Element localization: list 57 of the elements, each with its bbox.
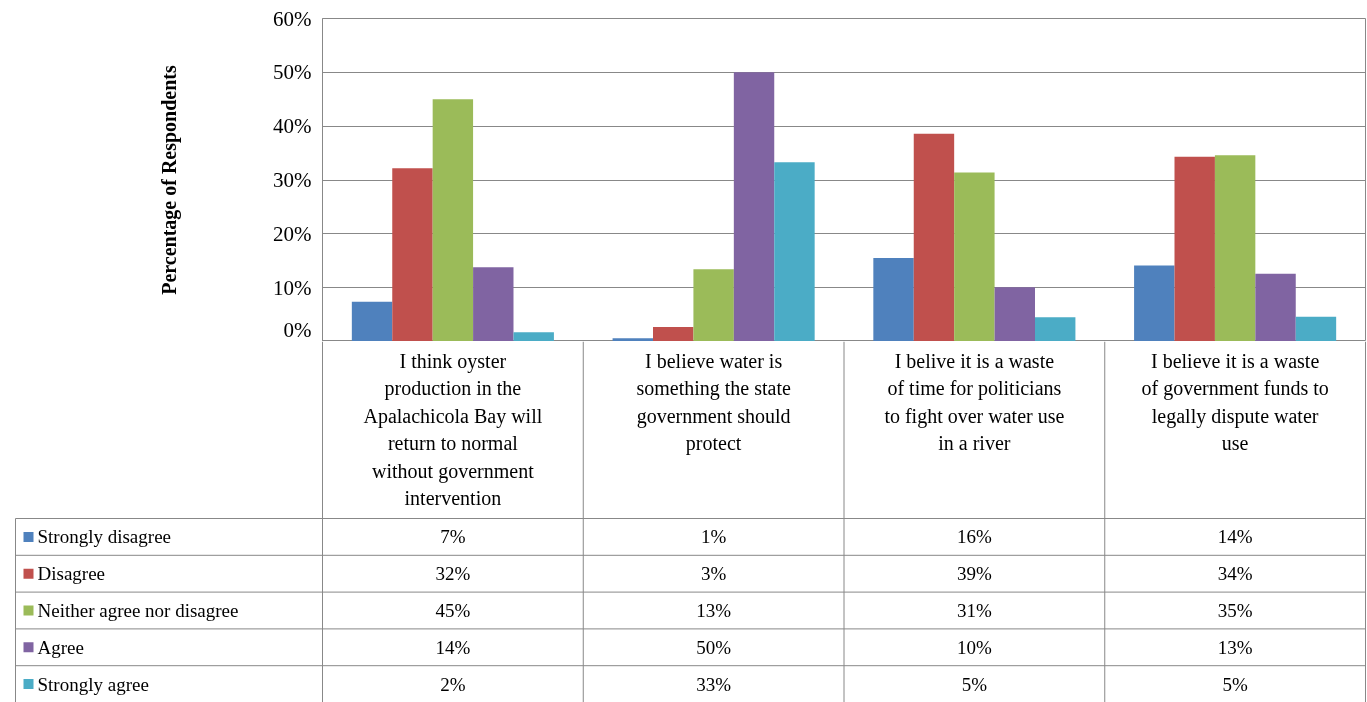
y-tick-label: 60% xyxy=(273,6,312,31)
bar xyxy=(994,287,1035,341)
data-label: 16% xyxy=(956,526,992,548)
y-tick-label: 20% xyxy=(273,221,312,246)
data-label: 5% xyxy=(1222,673,1248,695)
legend-label: Strongly agree xyxy=(37,673,149,695)
bar xyxy=(1214,155,1256,341)
data-label: 45% xyxy=(435,600,471,621)
y-tick-label: 0% xyxy=(283,317,312,342)
data-label: 13% xyxy=(696,600,732,621)
bar xyxy=(1134,265,1175,341)
y-axis-title: Percentage of Respondents xyxy=(158,64,182,295)
data-label: 35% xyxy=(1217,600,1253,621)
legend-label: Disagree xyxy=(37,563,106,585)
data-label: 7% xyxy=(440,526,466,548)
bar xyxy=(1035,317,1076,341)
bar xyxy=(392,168,433,341)
bar xyxy=(954,172,995,341)
bar xyxy=(432,99,474,341)
bar xyxy=(774,162,815,341)
y-tick-label: 30% xyxy=(273,168,312,192)
bar xyxy=(733,72,775,341)
x-tick-label: I think oyster production in the Apalachicola Bay will return to normal without government intervention xyxy=(363,349,543,509)
y-tick-label: 50% xyxy=(273,60,312,85)
data-label: 31% xyxy=(956,600,992,621)
bar xyxy=(1174,156,1215,341)
bar xyxy=(351,301,393,341)
data-label: 10% xyxy=(956,636,992,658)
data-label: 14% xyxy=(1217,526,1253,548)
bar xyxy=(612,338,653,341)
y-tick-label: 10% xyxy=(273,275,312,300)
bar xyxy=(693,269,734,341)
bar xyxy=(1255,273,1296,341)
bar xyxy=(513,332,554,341)
x-tick-label: I belive it is a waste of time for politicians to fight over water use in a river xyxy=(884,349,1065,454)
bar xyxy=(913,133,955,341)
data-label: 13% xyxy=(1217,636,1253,658)
data-label: 39% xyxy=(956,563,992,585)
data-label: 1% xyxy=(700,526,727,548)
x-tick-label: I believe water is something the state government should protect xyxy=(636,349,791,455)
y-tick-label: 40% xyxy=(273,114,312,139)
data-label: 14% xyxy=(435,636,471,658)
data-label: 33% xyxy=(696,673,732,695)
bar xyxy=(1295,316,1337,341)
data-label: 3% xyxy=(700,563,727,585)
legend-label: Agree xyxy=(37,636,84,658)
data-label: 32% xyxy=(435,563,471,585)
data-label: 50% xyxy=(696,636,732,658)
data-label: 2% xyxy=(440,673,466,695)
legend-label: Neither agree nor disagree xyxy=(37,600,239,621)
x-tick-label: I believe it is a waste of government funds to legally dispute water use xyxy=(1141,349,1329,454)
bar xyxy=(473,267,514,341)
legend-label: Strongly disagree xyxy=(37,526,172,548)
bar xyxy=(873,258,914,341)
data-label: 34% xyxy=(1217,563,1253,585)
bar xyxy=(653,326,694,341)
data-label: 5% xyxy=(961,673,988,695)
